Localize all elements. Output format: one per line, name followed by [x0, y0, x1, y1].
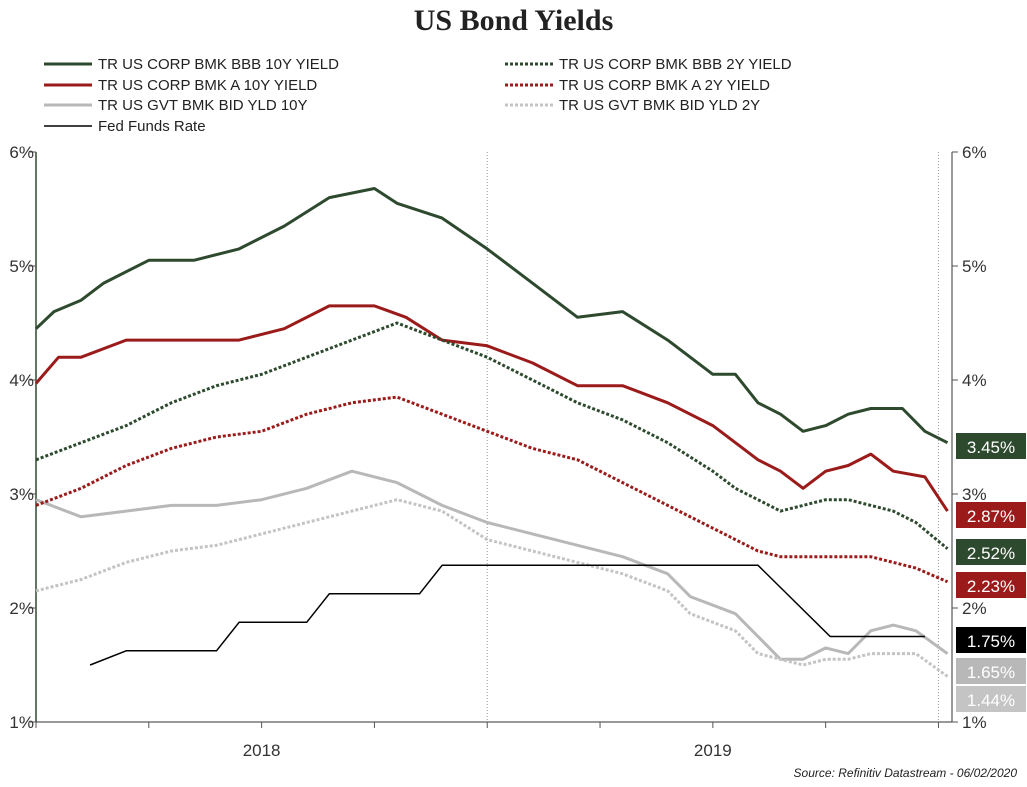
legend-label: TR US CORP BMK BBB 10Y YIELD: [98, 55, 339, 73]
series-line-4: [35, 395, 949, 584]
legend-swatch: [505, 62, 553, 66]
end-label: 2.87%: [967, 507, 1015, 526]
end-label-box: [956, 658, 1026, 684]
y-tick-label-right: 5%: [962, 257, 987, 276]
legend-swatch: [505, 103, 553, 107]
series-line-3: [35, 321, 949, 550]
legend-item: TR US CORP BMK A 10Y YIELD: [44, 75, 317, 95]
series-line-5: [35, 498, 949, 678]
legend-label: TR US GVT BMK BID YLD 10Y: [98, 96, 308, 114]
y-tick-label-left: 5%: [9, 257, 34, 276]
y-tick-label-right: 2%: [962, 599, 987, 618]
legend-swatch: [44, 83, 92, 87]
y-tick-label-right: 1%: [962, 713, 987, 732]
end-label: 1.75%: [967, 632, 1015, 651]
end-label: 1.44%: [967, 691, 1015, 710]
chart-title: US Bond Yields: [413, 4, 614, 37]
end-label-box: [956, 539, 1026, 565]
legend-swatch: [44, 125, 92, 127]
end-label: 3.45%: [967, 438, 1015, 457]
x-year-label: 2018: [243, 741, 281, 760]
legend-item: TR US GVT BMK BID YLD 2Y: [505, 95, 760, 115]
y-tick-label-right: 3%: [962, 485, 987, 504]
legend-item: Fed Funds Rate: [44, 116, 206, 136]
y-tick-label-left: 6%: [9, 143, 34, 162]
legend-swatch: [505, 83, 553, 87]
y-tick-label-right: 4%: [962, 371, 987, 390]
legend: TR US CORP BMK BBB 10Y YIELD TR US CORP B…: [0, 0, 1027, 150]
end-label-box: [956, 502, 1026, 528]
series-line-2: [35, 469, 949, 661]
legend-label: TR US CORP BMK A 10Y YIELD: [98, 76, 318, 94]
legend-swatch: [44, 62, 92, 66]
legend-label: TR US CORP BMK A 2Y YIELD: [559, 76, 770, 94]
y-tick-label-left: 1%: [9, 713, 34, 732]
end-label: 2.23%: [967, 577, 1015, 596]
x-year-label: 2019: [694, 741, 732, 760]
end-label-box: [956, 572, 1026, 598]
legend-swatch: [44, 103, 92, 107]
y-tick-label-left: 3%: [9, 485, 34, 504]
end-label: 1.65%: [967, 663, 1015, 682]
end-label: 2.52%: [967, 544, 1015, 563]
legend-item: TR US GVT BMK BID YLD 10Y: [44, 95, 308, 115]
legend-item: TR US CORP BMK A 2Y YIELD: [505, 75, 770, 95]
series-line-1: [34, 304, 949, 512]
legend-label: TR US GVT BMK BID YLD 2Y: [559, 96, 761, 114]
end-label-box: [956, 433, 1026, 459]
y-tick-label-right: 6%: [962, 143, 987, 162]
series-line-0: [34, 187, 949, 445]
legend-label: Fed Funds Rate: [98, 117, 206, 135]
legend-item: TR US CORP BMK BBB 10Y YIELD: [44, 54, 339, 74]
legend-item: TR US CORP BMK BBB 2Y YIELD: [505, 54, 792, 74]
end-label-box: [956, 627, 1026, 653]
end-label-box: [956, 686, 1026, 712]
y-tick-label-left: 4%: [9, 371, 34, 390]
y-tick-label-left: 2%: [9, 599, 34, 618]
legend-label: TR US CORP BMK BBB 2Y YIELD: [559, 55, 792, 73]
series-line-6: [89, 564, 925, 666]
source-note: Source: Refinitiv Datastream - 06/02/202…: [793, 766, 1017, 780]
